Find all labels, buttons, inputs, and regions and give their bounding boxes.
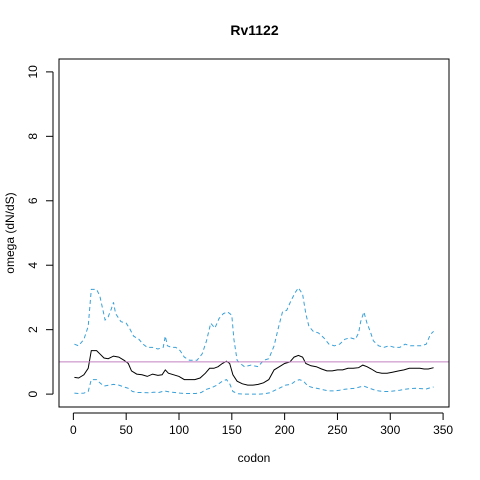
x-tick-label: 200 (275, 423, 295, 437)
x-tick-label: 300 (380, 423, 400, 437)
y-axis: 0 2 4 6 8 10 (26, 65, 54, 397)
y-tick-label: 4 (26, 262, 40, 269)
x-tick-label: 150 (222, 423, 242, 437)
x-axis: 0 50 100 150 200 250 300 350 (70, 412, 453, 437)
plot-frame (58, 58, 450, 408)
y-tick-label: 8 (26, 133, 40, 140)
series-line-estimate (74, 350, 434, 386)
x-axis-label: codon (238, 451, 271, 465)
x-tick-label: 0 (70, 423, 77, 437)
y-tick-label: 2 (26, 326, 40, 333)
series-line-lower (74, 378, 434, 395)
y-axis-label: omega (dN/dS) (3, 192, 17, 273)
y-tick-label: 0 (26, 390, 40, 397)
y-tick-label: 10 (26, 65, 40, 79)
series-layer (74, 286, 434, 395)
y-tick-label: 6 (26, 197, 40, 204)
x-tick-label: 50 (120, 423, 134, 437)
chart-title: Rv1122 (230, 22, 278, 38)
x-tick-label: 250 (327, 423, 347, 437)
x-tick-label: 100 (169, 423, 189, 437)
x-tick-label: 350 (433, 423, 453, 437)
